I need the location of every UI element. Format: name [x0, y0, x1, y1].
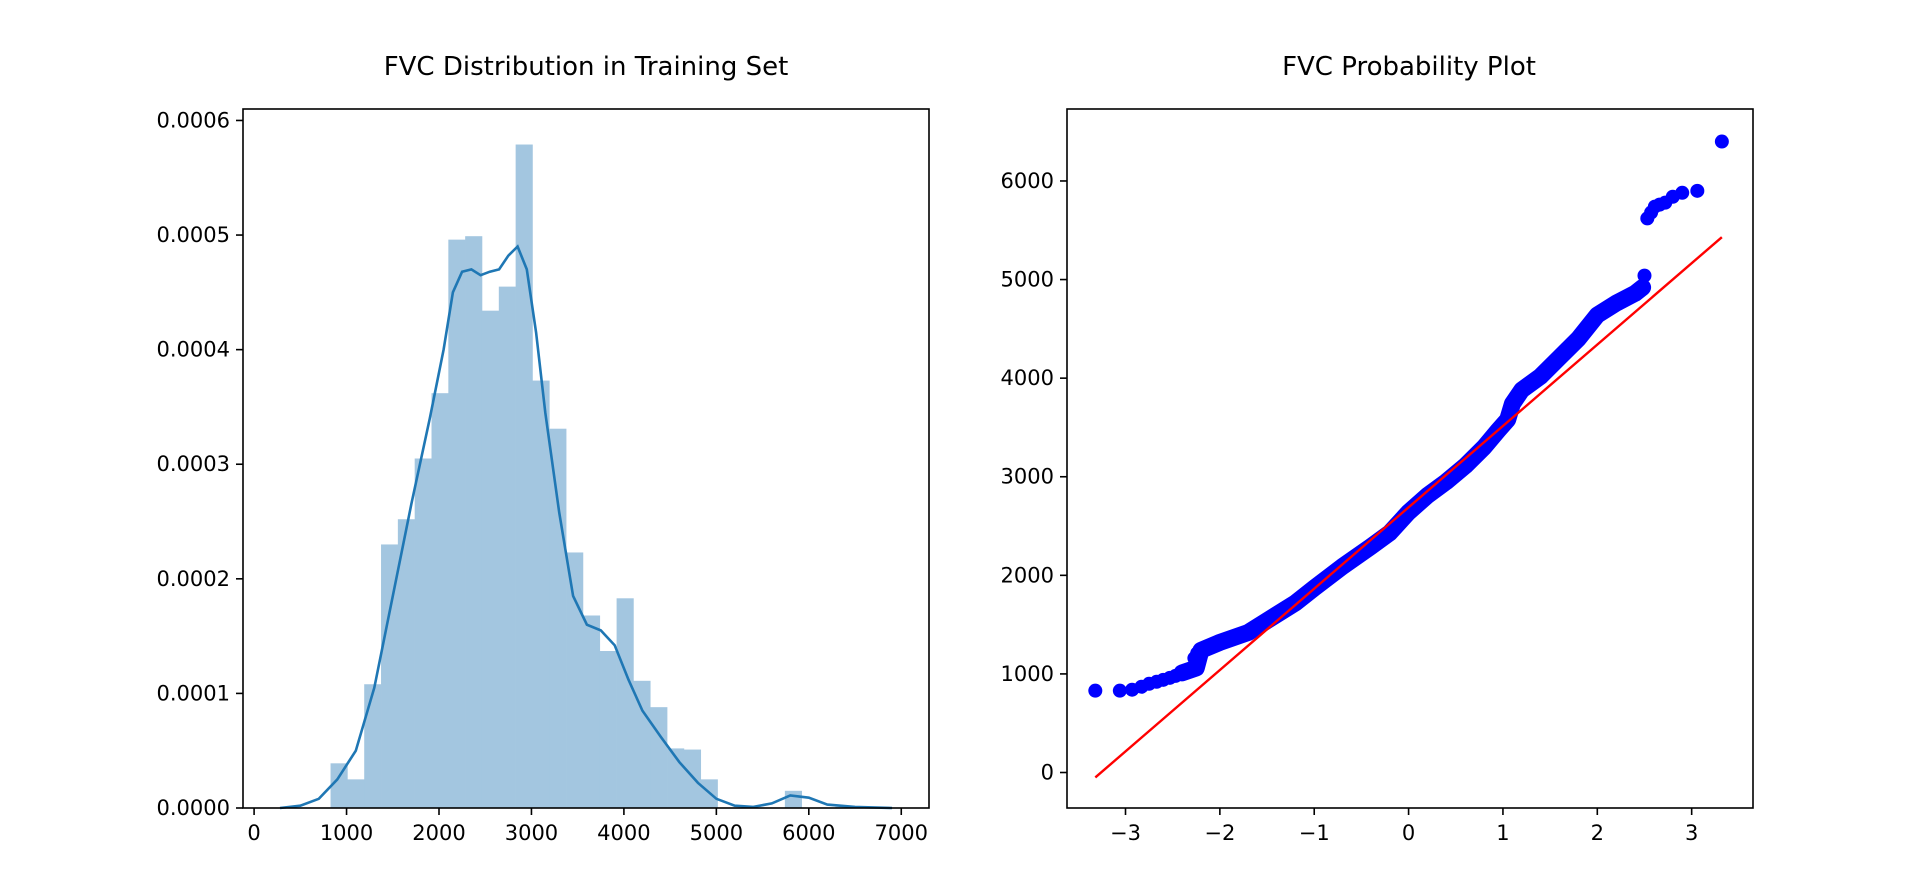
fit-line	[1094, 236, 1723, 779]
histogram-bar	[515, 144, 533, 808]
x-tick-label: 1000	[320, 821, 373, 845]
histogram-bar	[532, 380, 550, 808]
y-tick-label: 0.0002	[157, 567, 230, 591]
histogram-bar	[347, 779, 365, 808]
x-tick-label: −1	[1299, 821, 1330, 845]
histogram-bar	[498, 286, 516, 808]
histogram-x-axis-ticks: 0 1000 2000 3000 4000 5000 6000 7000	[247, 808, 928, 845]
histogram-bar	[784, 790, 802, 808]
y-tick-label: 0	[1041, 761, 1054, 785]
histogram-bar	[364, 684, 382, 808]
x-tick-label: 0	[247, 821, 260, 845]
y-tick-label: 4000	[1001, 366, 1054, 390]
probability-plot-x-axis-ticks: −3 −2 −1 0 1 2 3	[1110, 808, 1698, 845]
quantile-point	[1714, 134, 1729, 149]
histogram-bar	[683, 749, 702, 808]
y-tick-label: 0.0005	[157, 223, 230, 247]
y-tick-label: 5000	[1001, 268, 1054, 292]
quantile-points	[1088, 134, 1729, 698]
quantile-point	[1675, 185, 1690, 200]
x-tick-label: 7000	[875, 821, 928, 845]
y-tick-label: 6000	[1001, 169, 1054, 193]
x-tick-label: −2	[1204, 821, 1235, 845]
histogram-title: FVC Distribution in Training Set	[384, 52, 789, 82]
histogram-bar	[616, 598, 634, 808]
probability-plot-title: FVC Probability Plot	[1282, 52, 1536, 82]
y-tick-label: 0.0001	[157, 681, 230, 705]
histogram-bar	[566, 552, 584, 808]
y-tick-label: 1000	[1001, 662, 1054, 686]
histogram-bar	[582, 615, 601, 808]
quantile-point	[1190, 646, 1205, 661]
x-tick-label: 4000	[597, 821, 650, 845]
x-tick-label: 0	[1402, 821, 1415, 845]
quantile-point	[1112, 683, 1127, 698]
histogram-bar	[633, 680, 651, 808]
x-tick-label: 3000	[505, 821, 558, 845]
y-tick-label: 2000	[1001, 563, 1054, 587]
kde-curve	[279, 244, 893, 810]
x-tick-label: −3	[1110, 821, 1141, 845]
histogram-bar	[599, 651, 617, 808]
x-tick-label: 2000	[412, 821, 465, 845]
x-tick-label: 3	[1685, 821, 1698, 845]
histogram-y-axis-ticks: 0.0000 0.0001 0.0002 0.0003 0.0004 0.0005 0.00…	[157, 108, 243, 820]
histogram-bar	[397, 519, 415, 808]
quantile-point	[1637, 268, 1652, 283]
histogram-panel: FVC Distribution in Training Set 0 1000 20…	[157, 52, 930, 845]
histogram-bar	[381, 544, 399, 808]
y-tick-label: 3000	[1001, 465, 1054, 489]
probability-plot-axes-frame	[1066, 108, 1754, 809]
y-tick-label: 0.0000	[157, 796, 230, 820]
histogram-bar	[431, 393, 449, 808]
x-tick-label: 6000	[782, 821, 835, 845]
histogram-bar	[481, 310, 500, 808]
probability-plot-y-axis-ticks: 0 1000 2000 3000 4000 5000 6000	[1001, 169, 1067, 785]
x-tick-label: 1	[1496, 821, 1509, 845]
histogram-bars	[330, 144, 853, 809]
x-tick-label: 2	[1591, 821, 1604, 845]
probability-plot-panel: FVC Probability Plot −3 −2 −1 0 1 2 3 0 1000 200…	[1001, 52, 1754, 845]
quantile-point	[1088, 683, 1103, 698]
histogram-bar	[414, 458, 432, 808]
histogram-bar	[465, 236, 483, 809]
quantile-point	[1690, 183, 1705, 198]
histogram-bar	[650, 707, 668, 808]
histogram-axes-frame	[242, 108, 930, 809]
y-tick-label: 0.0004	[157, 338, 230, 362]
quantile-curve	[1173, 278, 1652, 682]
x-tick-label: 5000	[690, 821, 743, 845]
histogram-bar	[448, 239, 466, 808]
y-tick-label: 0.0003	[157, 452, 230, 476]
y-tick-label: 0.0006	[157, 108, 230, 132]
histogram-bar	[549, 428, 567, 808]
histogram-bar	[330, 763, 348, 808]
